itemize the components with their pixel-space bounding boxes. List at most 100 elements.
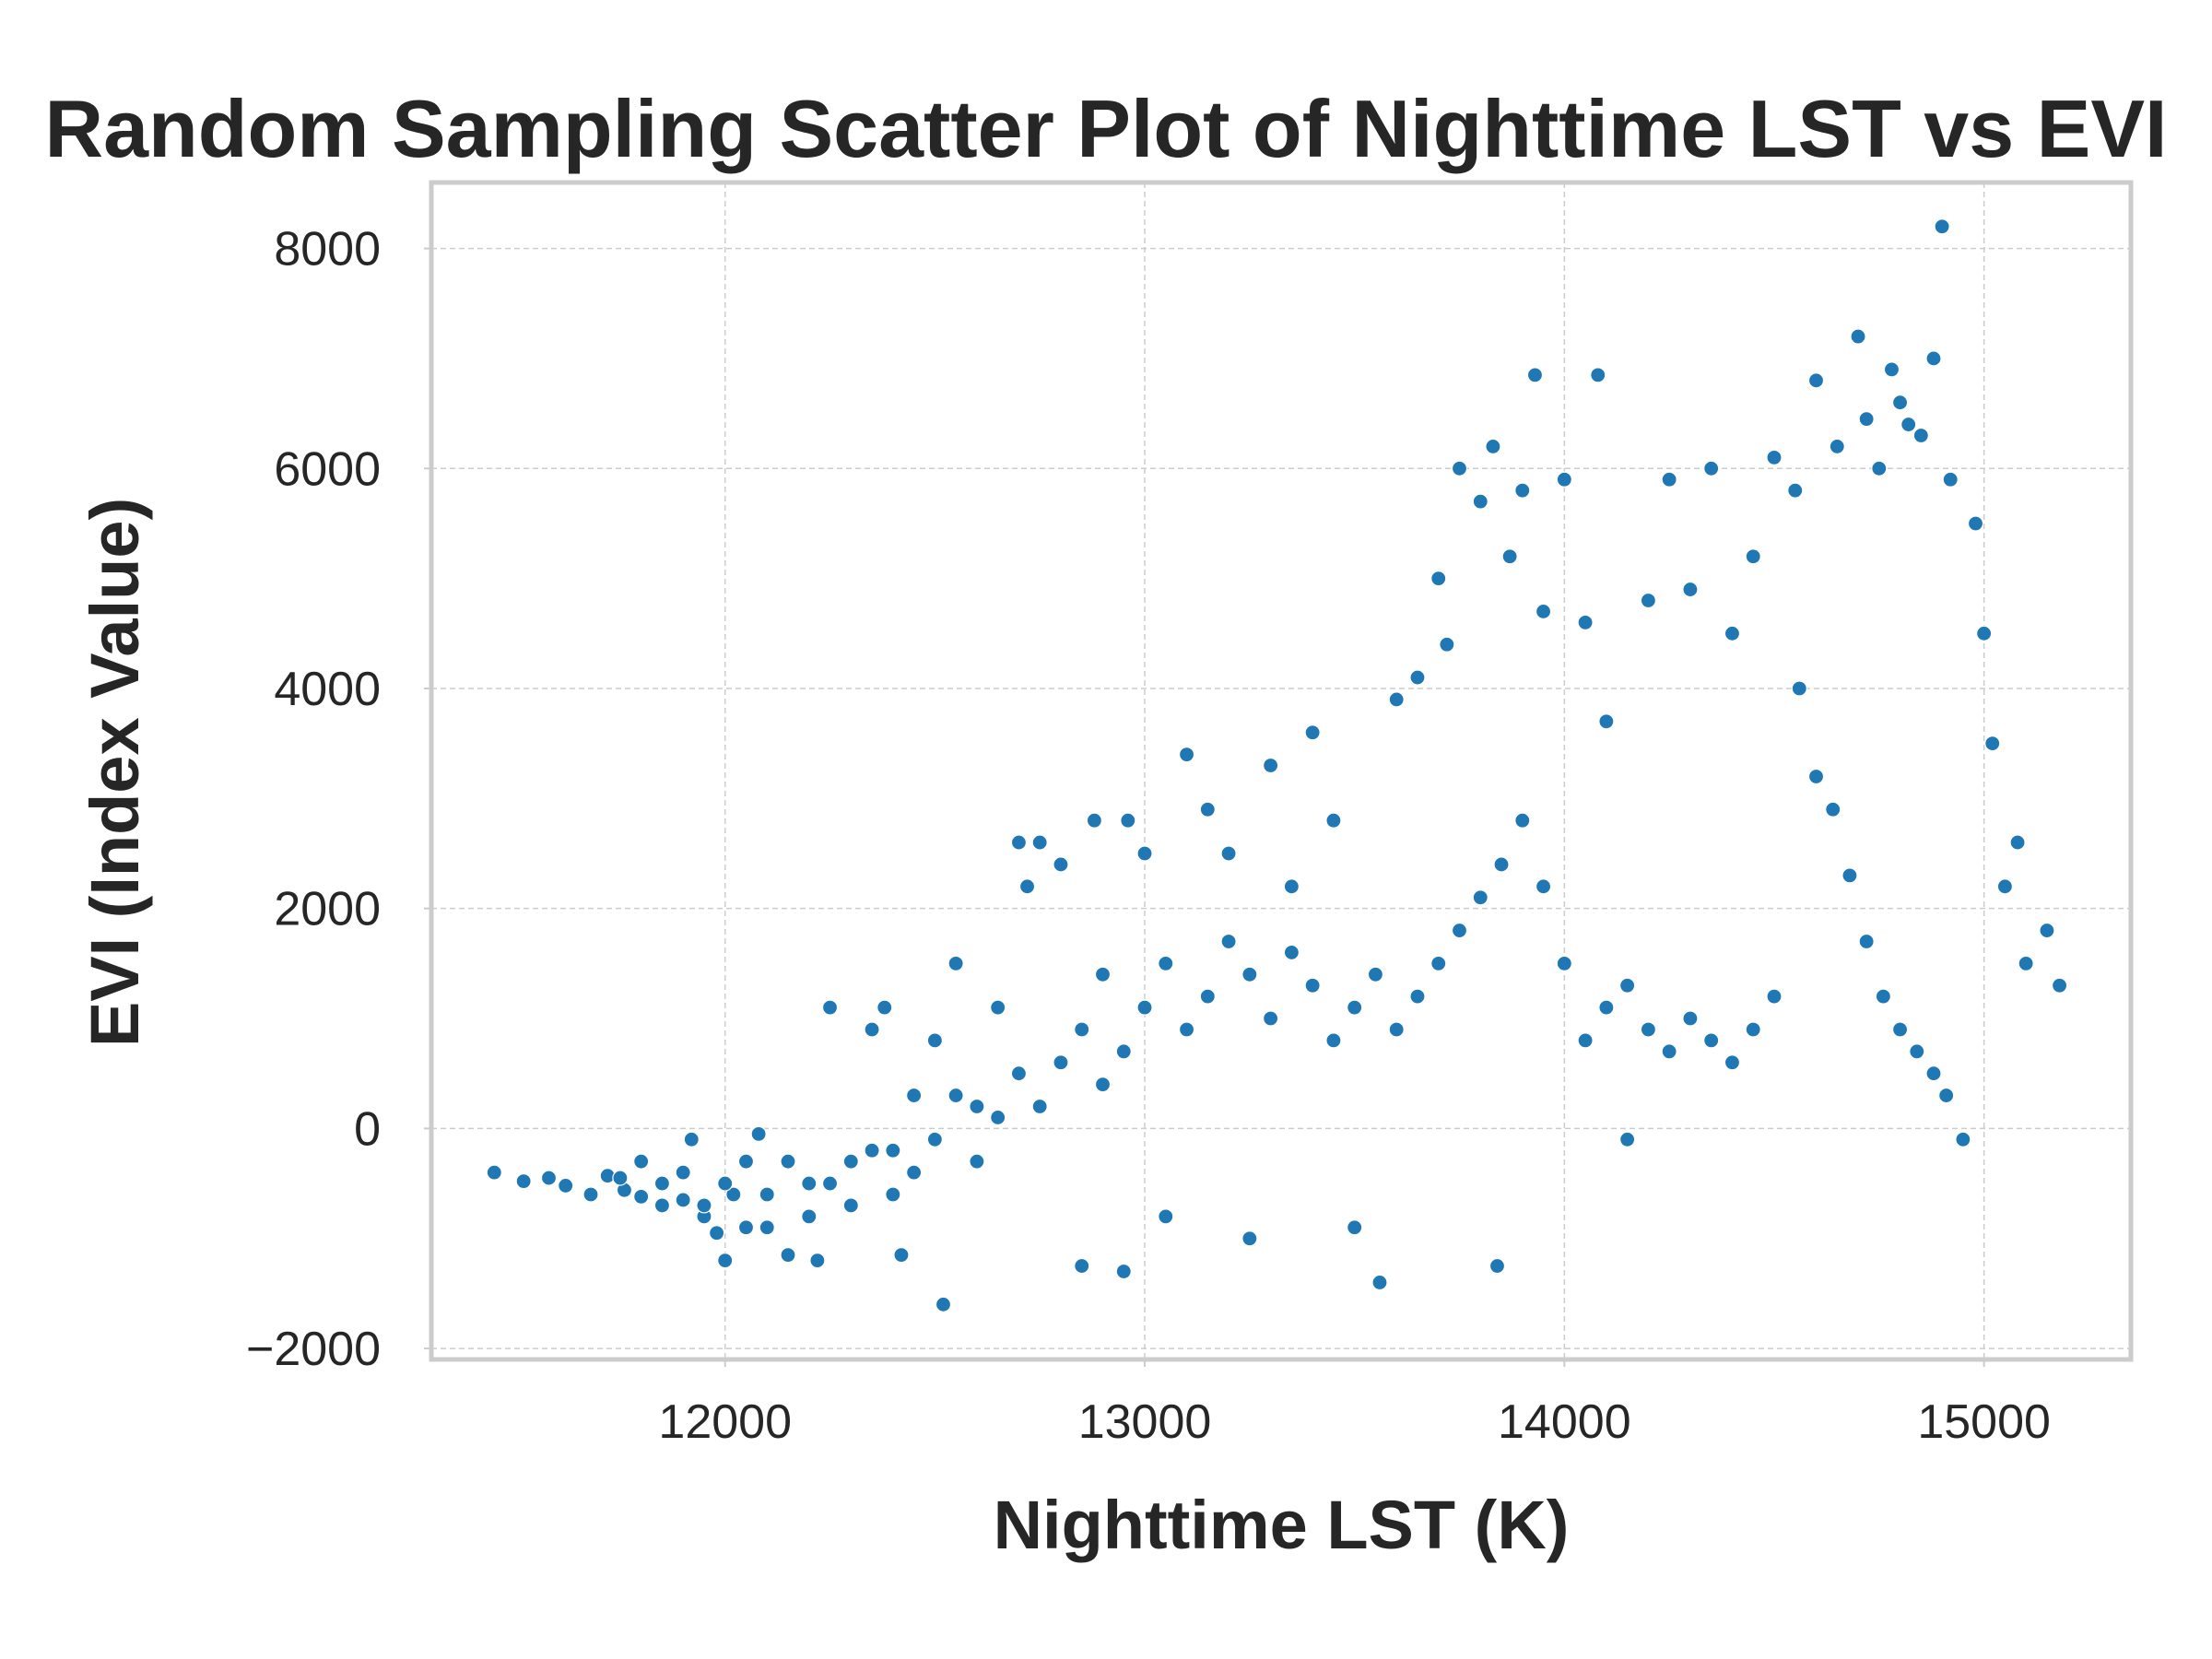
data-point	[1115, 1263, 1132, 1280]
data-point	[1241, 1230, 1258, 1247]
data-point	[1598, 999, 1615, 1016]
data-point	[1577, 614, 1594, 630]
data-point	[582, 1186, 599, 1203]
data-point	[486, 1164, 502, 1181]
data-point	[947, 955, 964, 971]
data-point	[1807, 372, 1825, 389]
data-point	[1841, 867, 1858, 884]
data-point	[612, 1170, 629, 1186]
data-point	[1409, 669, 1426, 686]
data-point	[1053, 856, 1069, 873]
data-point	[1682, 581, 1699, 598]
data-point	[1967, 515, 1984, 532]
data-point	[1891, 1021, 1909, 1038]
data-point	[1556, 955, 1572, 971]
data-point	[990, 999, 1006, 1016]
data-point	[675, 1164, 691, 1181]
data-point	[1526, 367, 1544, 383]
data-point	[1220, 933, 1237, 950]
y-tick-label: 0	[354, 1102, 381, 1156]
data-point	[1535, 878, 1552, 895]
data-point	[1619, 977, 1636, 994]
data-point	[1371, 1274, 1388, 1291]
data-point	[1514, 812, 1531, 829]
data-point	[780, 1247, 796, 1264]
data-point	[709, 1225, 725, 1241]
x-tick-label: 12000	[658, 1395, 792, 1449]
data-point	[1220, 845, 1237, 862]
data-point	[725, 1186, 742, 1203]
data-point	[1136, 999, 1153, 1016]
data-point	[1745, 548, 1761, 565]
data-point	[809, 1252, 826, 1269]
data-point	[633, 1188, 650, 1205]
data-point	[1304, 977, 1321, 994]
data-point	[935, 1296, 952, 1312]
data-point	[1018, 878, 1036, 895]
data-point	[2039, 922, 2055, 939]
data-point	[1661, 471, 1677, 488]
data-point	[1325, 812, 1342, 829]
data-point	[877, 999, 893, 1016]
data-point	[1263, 757, 1279, 774]
data-point	[1472, 493, 1488, 510]
data-point	[1178, 746, 1195, 763]
data-point	[1120, 812, 1136, 829]
data-point	[750, 1125, 767, 1142]
data-point	[2018, 955, 2034, 971]
data-point	[737, 1153, 755, 1170]
data-point	[864, 1142, 880, 1159]
data-point	[1094, 1077, 1112, 1093]
data-point	[990, 1109, 1006, 1126]
data-point	[1094, 966, 1112, 982]
x-tick-label: 13000	[1078, 1395, 1212, 1449]
data-point	[801, 1208, 818, 1225]
data-point	[1703, 1032, 1720, 1049]
data-point	[1942, 471, 1959, 488]
data-point	[1086, 812, 1102, 829]
data-point	[1409, 988, 1426, 1005]
data-point	[717, 1175, 734, 1192]
y-tick-label: 6000	[274, 442, 381, 496]
data-point	[906, 1164, 923, 1181]
data-point	[1074, 1257, 1090, 1275]
data-point	[1912, 427, 1929, 444]
data-point	[1724, 625, 1741, 641]
data-point	[633, 1153, 650, 1170]
grid	[431, 182, 2131, 1359]
data-point	[969, 1153, 985, 1170]
data-point	[1439, 636, 1455, 653]
data-point	[1283, 944, 1300, 961]
data-point	[1976, 625, 1993, 641]
data-point	[1891, 394, 1909, 411]
data-point	[1178, 1021, 1195, 1038]
y-tick-label: −2000	[246, 1323, 381, 1376]
data-point	[1199, 801, 1216, 818]
data-point	[906, 1087, 923, 1104]
data-point	[1430, 571, 1447, 587]
data-point	[1263, 1010, 1279, 1027]
x-tick-label: 15000	[1917, 1395, 2051, 1449]
data-point	[1807, 768, 1825, 785]
data-point	[1031, 1098, 1048, 1115]
data-point	[1984, 735, 2001, 752]
data-point	[1556, 471, 1572, 488]
y-tick-label: 4000	[274, 663, 381, 716]
data-point	[1451, 460, 1468, 477]
data-point	[801, 1175, 818, 1192]
data-point	[1325, 1032, 1342, 1049]
y-tick-label: 8000	[274, 223, 381, 276]
data-point	[2051, 977, 2068, 994]
data-point	[1745, 1021, 1761, 1038]
data-point	[1347, 999, 1363, 1016]
data-point	[717, 1252, 734, 1269]
data-point	[1577, 1032, 1594, 1049]
data-point	[1241, 966, 1258, 982]
data-point	[2009, 834, 2026, 851]
data-point	[1766, 449, 1783, 465]
x-tick-label: 14000	[1498, 1395, 1631, 1449]
data-point	[683, 1131, 700, 1147]
data-point	[1791, 680, 1807, 697]
data-point	[1766, 988, 1783, 1005]
